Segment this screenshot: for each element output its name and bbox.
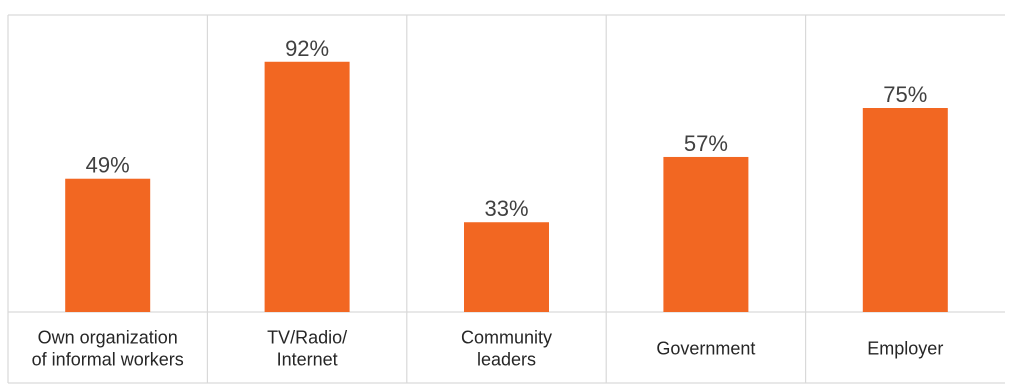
- value-label: 57%: [684, 131, 728, 156]
- category-label: Own organization of informal workers: [32, 328, 184, 370]
- value-label: 33%: [484, 196, 528, 221]
- category-label: Government: [656, 339, 755, 359]
- chart-value-labels: 49% 92% 33% 57% 75%: [86, 36, 928, 221]
- category-label: TV/Radio/Internet: [267, 328, 347, 370]
- value-label: 92%: [285, 36, 329, 61]
- bar-5: [862, 108, 948, 312]
- category-label: Community leaders: [461, 328, 552, 370]
- bar-4: [663, 156, 749, 312]
- chart-category-labels: Own organization of informal workers TV/Ra…: [32, 328, 944, 370]
- bar-2: [264, 61, 350, 313]
- category-label: Employer: [867, 339, 943, 359]
- chart-grid: [7, 14, 1005, 384]
- bar-3: [464, 222, 549, 312]
- value-label: 75%: [883, 82, 927, 107]
- bar-1: [65, 178, 151, 312]
- chart-bars: [65, 61, 948, 313]
- value-label: 49%: [86, 153, 130, 178]
